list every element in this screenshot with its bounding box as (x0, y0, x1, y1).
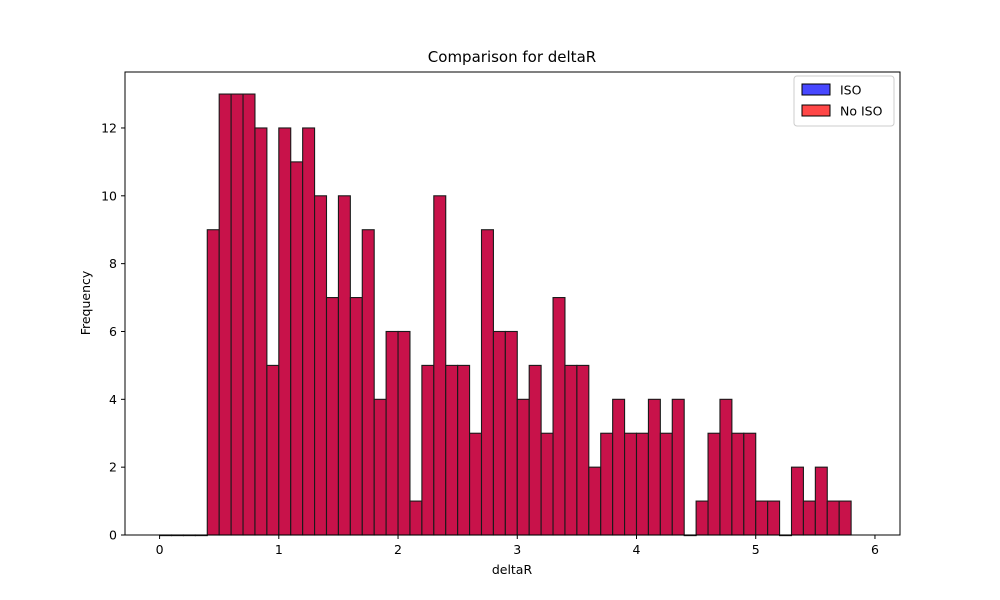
histogram-bar (230, 93, 244, 536)
histogram-bar (767, 500, 781, 536)
histogram-bar (814, 466, 828, 536)
histogram-bar (445, 364, 459, 536)
histogram-bar (647, 398, 661, 536)
histogram-bar (421, 364, 435, 536)
x-tick-label: 3 (513, 542, 521, 557)
x-axis-label: deltaR (492, 562, 533, 577)
histogram-bar (719, 398, 733, 536)
histogram-bar (612, 398, 626, 536)
histogram-bar (492, 330, 506, 536)
histogram-bar (290, 161, 304, 536)
chart-title: Comparison for deltaR (428, 48, 596, 66)
histogram-bar (254, 127, 268, 536)
histogram-bar (826, 500, 840, 536)
histogram-bar (731, 432, 745, 536)
x-tick-label: 4 (633, 542, 641, 557)
bars-group (159, 93, 852, 537)
histogram-bar (576, 364, 590, 536)
histogram-bar (266, 364, 280, 536)
legend-swatch-iso (801, 83, 831, 96)
histogram-bar (206, 229, 220, 536)
y-axis-label: Frequency (78, 270, 93, 335)
histogram-bar (302, 127, 316, 536)
y-tick-label: 2 (109, 460, 117, 475)
x-tick-label: 5 (752, 542, 760, 557)
histogram-bar (480, 229, 494, 536)
histogram-bar (469, 432, 483, 536)
histogram-bar (218, 93, 232, 536)
histogram-bar (504, 330, 518, 536)
y-tick-label: 6 (109, 324, 117, 339)
histogram-bar (409, 500, 423, 536)
histogram-bar (325, 297, 339, 536)
legend-swatch-no-iso (801, 104, 831, 117)
histogram-bar (659, 432, 673, 536)
y-tick-label: 4 (109, 392, 117, 407)
plot-frame (124, 71, 901, 536)
histogram-bar (695, 500, 709, 536)
y-tick-label: 0 (109, 528, 117, 543)
histogram-bar (278, 127, 292, 536)
histogram-bar (552, 297, 566, 536)
x-tick-label: 1 (275, 542, 283, 557)
legend-label-iso: ISO (840, 83, 862, 98)
histogram-bar (242, 93, 256, 536)
histogram-bar (671, 398, 685, 536)
histogram-bar (457, 364, 471, 536)
histogram-bar (361, 229, 375, 536)
y-tick-label: 10 (101, 188, 117, 203)
histogram-bar (802, 500, 816, 536)
histogram-bar (743, 432, 757, 536)
histogram-bar (540, 432, 554, 536)
y-tick-label: 12 (101, 120, 117, 135)
histogram-bar (528, 364, 542, 536)
y-tick-label: 8 (109, 256, 117, 271)
x-tick-label: 0 (156, 542, 164, 557)
histogram-bar (588, 466, 602, 536)
x-tick-label: 2 (394, 542, 402, 557)
histogram-bar (433, 195, 447, 536)
legend-label-no-iso: No ISO (840, 104, 883, 119)
histogram-bar (337, 195, 351, 536)
legend: ISO No ISO (793, 75, 895, 127)
histogram-bar (635, 432, 649, 536)
histogram-bar (373, 398, 387, 536)
histogram-bar (707, 432, 721, 536)
histogram-bar (314, 195, 328, 536)
histogram-bar (397, 330, 411, 536)
histogram-bar (385, 330, 399, 536)
histogram-bar (600, 432, 614, 536)
histogram-bar (755, 500, 769, 536)
histogram-bar (349, 297, 363, 536)
x-tick-label: 6 (871, 542, 879, 557)
histogram-bar (624, 432, 638, 536)
histogram-bar (790, 466, 804, 536)
histogram-bar (564, 364, 578, 536)
histogram-bar (516, 398, 530, 536)
histogram-bar (838, 500, 852, 536)
